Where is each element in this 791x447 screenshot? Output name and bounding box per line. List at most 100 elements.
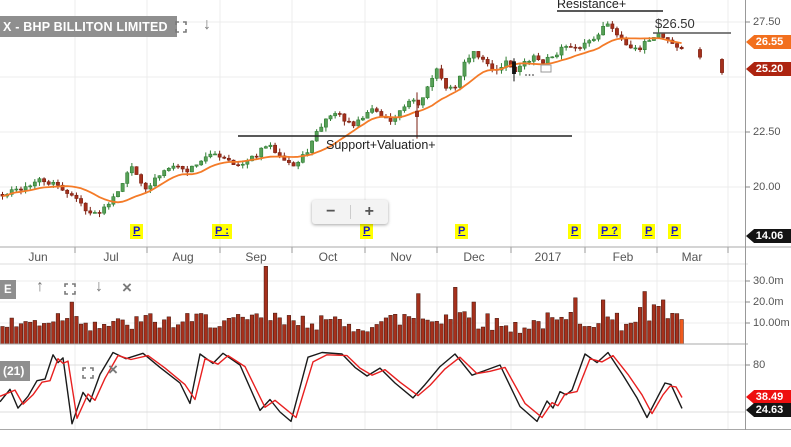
candle-body xyxy=(328,115,333,120)
fullscreen-icon[interactable] xyxy=(82,367,94,383)
volume-bar xyxy=(467,317,472,345)
volume-bar xyxy=(314,329,319,345)
candle-body xyxy=(448,86,453,89)
volume-bar xyxy=(661,299,666,345)
candle-body xyxy=(166,168,171,171)
candle-body xyxy=(512,61,516,74)
volume-bar xyxy=(490,329,495,345)
candle-body xyxy=(365,112,370,119)
volume-bar xyxy=(286,315,291,345)
candle-body xyxy=(222,156,227,159)
volume-bar xyxy=(92,321,97,345)
volume-bar xyxy=(388,315,393,345)
candle-body xyxy=(190,165,194,173)
volume-bar xyxy=(245,319,250,345)
candle-body xyxy=(116,191,120,197)
volume-bar xyxy=(342,326,347,345)
move-down-icon[interactable]: ↓ xyxy=(203,16,211,33)
volume-bar xyxy=(88,330,93,345)
volume-bar xyxy=(407,316,412,345)
zoom-in-button[interactable]: + xyxy=(364,203,374,220)
event-marker-p[interactable]: P ? xyxy=(598,224,621,239)
volume-bar xyxy=(166,316,171,345)
volume-bar xyxy=(656,306,661,345)
event-marker-p[interactable]: P xyxy=(360,224,374,239)
candle-body xyxy=(679,46,684,50)
volume-bar xyxy=(605,316,610,345)
candle-body xyxy=(208,153,213,158)
candle-body xyxy=(37,178,42,183)
volume-bar xyxy=(550,317,555,345)
event-marker-p[interactable]: P xyxy=(668,224,682,239)
volume-bar xyxy=(679,319,684,345)
volume-bar xyxy=(254,313,259,345)
volume-bar xyxy=(32,320,37,345)
volume-bar xyxy=(591,327,596,345)
zoom-out-button[interactable]: − xyxy=(326,203,336,220)
volume-bar xyxy=(240,316,245,345)
event-marker-p[interactable]: P xyxy=(642,224,656,239)
volume-bar xyxy=(360,330,365,345)
candle-body xyxy=(148,185,153,190)
candle-body xyxy=(69,193,74,196)
candle-body xyxy=(42,178,46,183)
volume-bar xyxy=(65,318,70,345)
event-marker-p[interactable]: P xyxy=(568,224,582,239)
candle-body xyxy=(14,188,19,191)
volume-bar xyxy=(628,322,633,345)
volume-bar xyxy=(282,324,287,345)
event-marker-p[interactable]: P xyxy=(455,224,469,239)
volume-bar xyxy=(268,320,273,345)
fullscreen-icon[interactable] xyxy=(175,21,187,37)
fullscreen-icon[interactable] xyxy=(64,283,76,299)
candle-body xyxy=(139,174,144,184)
volume-bar xyxy=(619,330,624,345)
volume-bar xyxy=(536,321,541,345)
event-marker-p[interactable]: P xyxy=(130,224,144,239)
candle-body xyxy=(444,78,448,89)
volume-bar xyxy=(351,331,356,345)
volume-bar xyxy=(554,319,559,345)
volume-bar xyxy=(379,321,384,345)
volume-bar xyxy=(416,293,421,345)
note-dots-annotation xyxy=(532,74,534,76)
volume-bar xyxy=(471,301,476,345)
volume-bar xyxy=(273,312,278,345)
volume-bar xyxy=(102,324,107,345)
volume-bar xyxy=(23,321,28,345)
candle-body xyxy=(642,41,647,50)
candle-body xyxy=(32,181,37,187)
candle-body xyxy=(351,121,356,127)
volume-panel-label: E xyxy=(0,280,16,299)
candle-body xyxy=(23,186,28,191)
volume-bar xyxy=(37,325,42,345)
candle-body xyxy=(568,46,573,48)
candle-body xyxy=(259,147,264,158)
volume-bar xyxy=(527,328,532,345)
close-icon[interactable]: × xyxy=(108,360,118,379)
candle-body xyxy=(273,144,277,153)
price-target-annotation[interactable]: $26.50 xyxy=(655,16,695,31)
volume-bar xyxy=(610,319,615,345)
move-down-icon[interactable]: ↓ xyxy=(95,278,103,295)
volume-bar xyxy=(577,323,583,345)
volume-bar xyxy=(203,314,208,345)
candle-body xyxy=(194,164,199,167)
volume-bar xyxy=(42,323,47,345)
volume-bar xyxy=(356,329,361,345)
note-dots-annotation xyxy=(525,74,527,76)
volume-bar xyxy=(564,319,569,345)
resistance-annotation[interactable]: Resistance+ xyxy=(557,0,627,11)
support-annotation[interactable]: Support+Valuation+ xyxy=(326,138,436,152)
candle-body xyxy=(277,152,282,157)
event-marker-p[interactable]: P : xyxy=(212,224,232,239)
candle-body xyxy=(347,120,351,123)
close-icon[interactable]: × xyxy=(122,278,132,297)
volume-bar xyxy=(51,321,56,345)
volume-bar xyxy=(199,313,204,345)
volume-bar xyxy=(208,327,213,345)
candle-body xyxy=(582,42,587,49)
candle-body xyxy=(518,65,522,73)
move-up-icon[interactable]: ↑ xyxy=(36,278,44,295)
candle-body xyxy=(310,140,314,153)
